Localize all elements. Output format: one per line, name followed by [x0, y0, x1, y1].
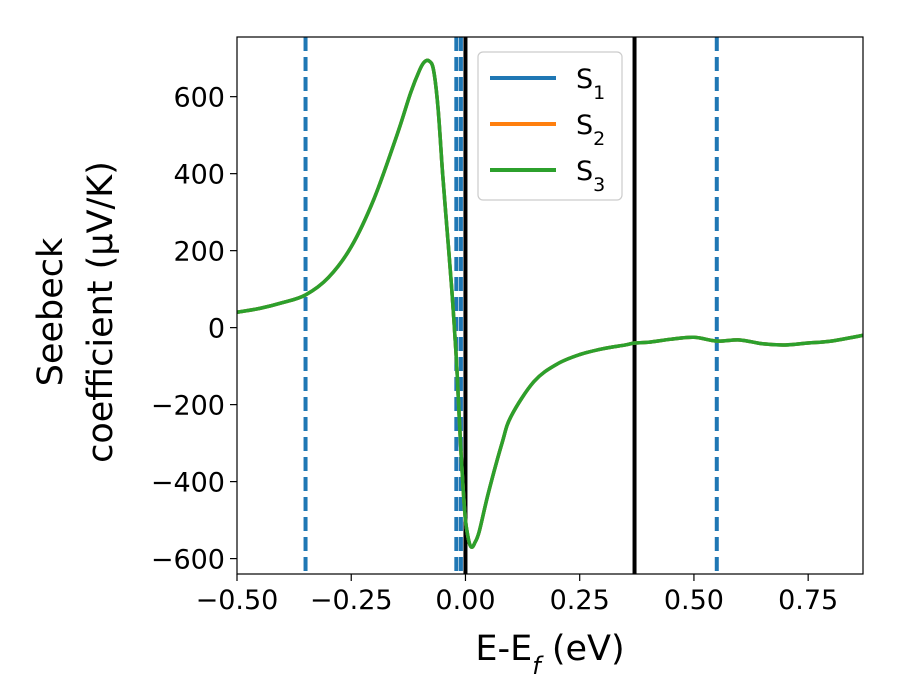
vertical-lines: [303, 37, 719, 574]
y-tick-label: 0: [208, 314, 225, 345]
x-tick-label: −0.50: [196, 585, 279, 616]
x-axis-label: E-Ef (eV): [475, 629, 624, 680]
y-tick-label: −400: [151, 468, 225, 499]
y-tick-label: 200: [173, 237, 225, 268]
x-tick-label: 0.50: [664, 585, 724, 616]
x-tick-label: 0.00: [435, 585, 495, 616]
legend-label-3: S3: [576, 156, 605, 196]
legend: S1 S2 S3: [477, 51, 623, 201]
y-axis-label-line2: coefficient (μV/K): [81, 161, 121, 463]
legend-label-1: S1: [576, 64, 605, 104]
x-tick-label: 0.25: [550, 585, 610, 616]
y-axis-ticks: −600 −400 −200 0 200 400 600: [151, 83, 237, 576]
legend-label-2: S2: [576, 110, 605, 150]
y-axis-label-line1: Seebeck: [31, 237, 71, 386]
series-line-3: [237, 58, 863, 549]
y-tick-label: −200: [151, 391, 225, 422]
y-tick-label: 600: [173, 83, 225, 114]
plot-frame: [236, 36, 864, 575]
series-lines: [237, 58, 863, 549]
x-tick-label: 0.75: [778, 585, 838, 616]
y-axis-label: Seebeck coefficient (μV/K): [31, 161, 121, 463]
y-tick-label: 400: [173, 160, 225, 191]
y-tick-label: −600: [151, 545, 225, 576]
x-axis-ticks: −0.50 −0.25 0.00 0.25 0.50 0.75: [196, 574, 838, 616]
x-tick-label: −0.25: [310, 585, 393, 616]
axes: [236, 36, 864, 575]
